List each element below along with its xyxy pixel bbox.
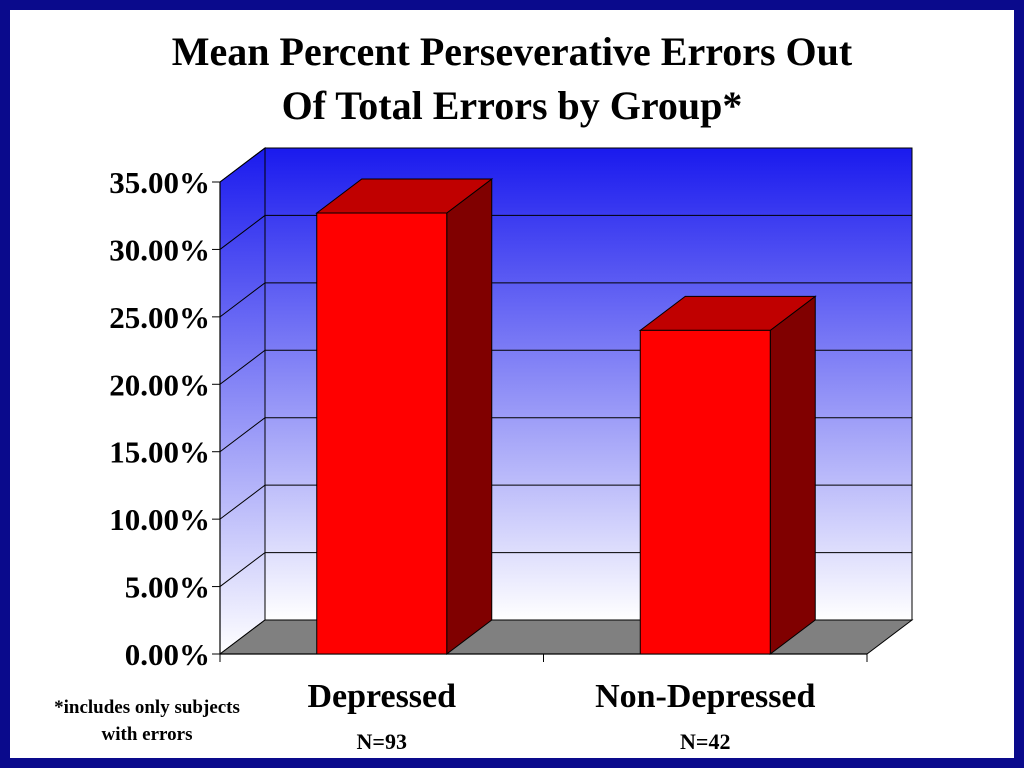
sample-size-label: N=93: [357, 729, 407, 754]
bar-side: [446, 178, 493, 656]
sample-size-label: N=42: [680, 729, 730, 754]
bar: [316, 212, 448, 655]
y-tick-label: 25.00%: [109, 300, 210, 335]
y-tick-label: 35.00%: [109, 165, 210, 200]
y-tick-label: 30.00%: [109, 232, 210, 267]
chart-title-line-2: Of Total Errors by Group*: [281, 83, 743, 128]
footnote: *includes only subjects with errors: [22, 694, 272, 748]
footnote-line-2: with errors: [101, 724, 193, 745]
chart-plot-area: 0.00% 5.00% 10.00% 15.00% 20.00% 25.00% 30.00%…: [109, 146, 914, 754]
y-tick-label: 10.00%: [109, 502, 210, 537]
gridline: [219, 214, 912, 250]
chart-title-line-1: Mean Percent Perseverative Errors Out: [171, 29, 853, 74]
bar: [639, 329, 771, 655]
gridline: [219, 282, 912, 318]
side-wall: [219, 146, 266, 656]
y-tick-label: 15.00%: [109, 435, 210, 470]
x-category-label: Non-Depressed: [595, 678, 815, 715]
x-category-label: Depressed: [307, 678, 456, 715]
y-tick-label: 5.00%: [125, 570, 210, 605]
bar-side: [769, 295, 816, 656]
slide: Mean Percent Perseverative Errors Out Of…: [10, 10, 1014, 758]
y-tick-label: 0.00%: [125, 637, 210, 672]
bar-chart: 0.00% 5.00% 10.00% 15.00% 20.00% 25.00% 30.00%…: [109, 146, 914, 754]
y-tick-label: 20.00%: [109, 367, 210, 402]
gridline: [219, 147, 912, 183]
footnote-line-1: *includes only subjects: [54, 697, 240, 718]
